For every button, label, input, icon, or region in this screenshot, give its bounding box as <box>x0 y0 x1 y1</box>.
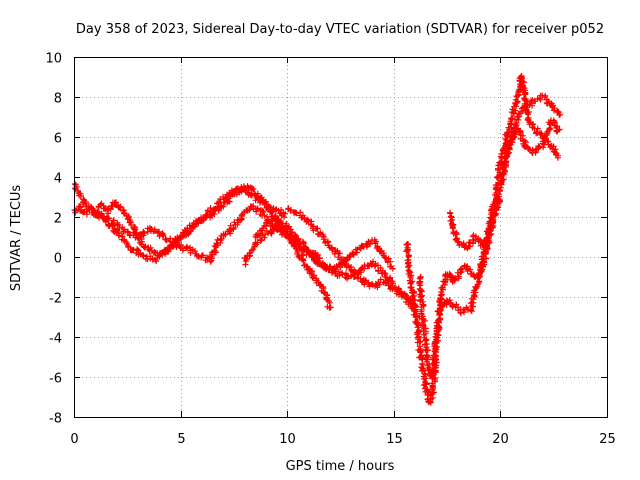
data-point-markers <box>447 92 563 252</box>
x-tick-label: 25 <box>599 432 616 447</box>
plot-frame <box>74 57 608 418</box>
series-track-C <box>91 203 323 265</box>
y-tick-label: -2 <box>49 292 62 307</box>
y-tick-label: 10 <box>45 52 62 67</box>
x-axis-label: GPS time / hours <box>286 459 395 474</box>
x-tick-label: 5 <box>177 432 185 447</box>
y-tick-label: 8 <box>54 92 62 107</box>
y-tick-label: -4 <box>49 332 62 347</box>
data-point-markers <box>285 205 417 312</box>
series-track-J <box>496 117 563 180</box>
x-tick-label: 20 <box>492 432 509 447</box>
axis-ticks <box>74 57 608 418</box>
y-tick-labels: -8 -6 -4 -2 0 2 4 6 8 10 <box>45 52 62 427</box>
data-point-markers <box>496 117 563 180</box>
series-track-I <box>447 92 563 252</box>
y-tick-label: 6 <box>54 132 62 147</box>
x-tick-label: 10 <box>279 432 296 447</box>
series-track-F <box>285 205 417 312</box>
x-tick-label: 0 <box>70 432 78 447</box>
y-axis-label: SDTVAR / TECUs <box>9 185 24 292</box>
data-points <box>71 73 563 406</box>
y-tick-label: 2 <box>54 212 62 227</box>
x-tick-labels: 0 5 10 15 20 25 <box>70 432 615 447</box>
series-track-E <box>252 212 396 274</box>
y-tick-label: -6 <box>49 372 62 387</box>
y-tick-label: 0 <box>54 252 62 267</box>
y-tick-label: -8 <box>49 412 62 427</box>
data-point-markers <box>252 212 396 274</box>
chart-title: Day 358 of 2023, Sidereal Day-to-day VTE… <box>76 22 604 37</box>
y-tick-label: 4 <box>54 172 62 187</box>
data-point-markers <box>91 203 323 265</box>
grid-layer <box>74 57 607 417</box>
x-tick-label: 15 <box>386 432 403 447</box>
